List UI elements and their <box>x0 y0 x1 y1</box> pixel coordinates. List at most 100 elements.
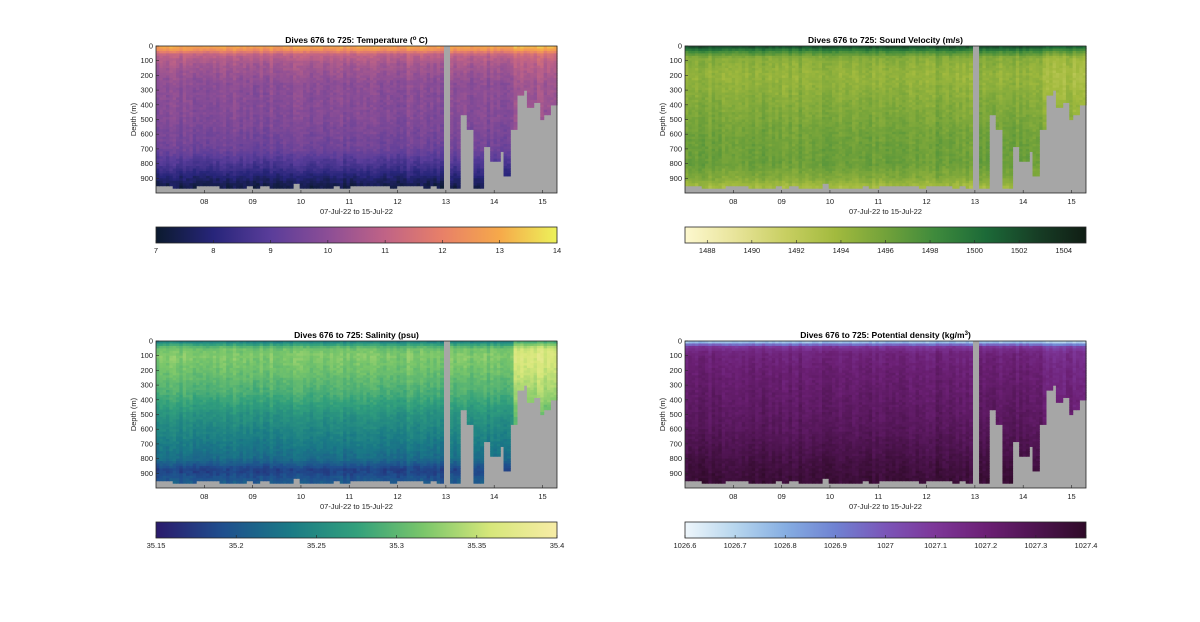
heatmap-cell <box>252 180 257 184</box>
heatmap-cell <box>169 163 174 167</box>
heatmap-cell <box>242 185 247 189</box>
heatmap-cell <box>326 60 331 64</box>
heatmap-cell <box>316 107 321 111</box>
heatmap-cell <box>353 109 358 113</box>
heatmap-cell <box>196 48 201 52</box>
heatmap-cell <box>329 139 334 143</box>
heatmap-cell <box>359 139 364 143</box>
heatmap-cell <box>339 163 344 167</box>
heatmap-cell <box>232 173 237 177</box>
heatmap-cell <box>196 75 201 79</box>
heatmap-cell <box>306 85 311 89</box>
heatmap-cell <box>293 68 297 72</box>
heatmap-cell <box>246 151 251 155</box>
heatmap-cell <box>162 180 167 184</box>
heatmap-cell <box>303 168 307 172</box>
heatmap-cell <box>202 50 207 54</box>
heatmap-cell <box>336 65 341 69</box>
heatmap-cell <box>172 55 177 59</box>
heatmap-cell <box>172 156 177 160</box>
heatmap-cell <box>239 163 244 167</box>
heatmap-cell <box>252 50 257 54</box>
heatmap-cell <box>329 95 334 99</box>
heatmap-cell <box>246 126 251 130</box>
heatmap-cell <box>266 102 271 106</box>
heatmap-cell <box>219 126 224 130</box>
heatmap-cell <box>259 70 264 74</box>
heatmap-cell <box>286 65 291 69</box>
heatmap-cell <box>262 58 267 62</box>
heatmap-cell <box>296 141 301 145</box>
heatmap-cell <box>369 104 374 108</box>
heatmap-cell <box>296 90 301 94</box>
heatmap-cell <box>309 63 314 67</box>
heatmap-cell <box>289 77 294 81</box>
heatmap-cell <box>349 126 354 130</box>
heatmap-cell <box>179 119 184 123</box>
heatmap-cell <box>323 102 328 106</box>
heatmap-cell <box>239 146 244 150</box>
heatmap-cell <box>219 85 224 89</box>
heatmap-cell <box>249 48 254 52</box>
heatmap-cell <box>252 55 257 59</box>
heatmap-cell <box>156 168 160 172</box>
heatmap-cell <box>289 166 294 170</box>
heatmap-cell <box>309 175 314 179</box>
heatmap-cell <box>299 183 304 187</box>
heatmap-cell <box>329 175 334 179</box>
heatmap-cell <box>369 50 374 54</box>
heatmap-cell <box>306 141 311 145</box>
heatmap-cell <box>222 134 227 138</box>
heatmap-cell <box>319 104 324 108</box>
heatmap-cell <box>266 63 271 67</box>
heatmap-cell <box>379 70 384 74</box>
heatmap-cell <box>209 173 214 177</box>
heatmap-cell <box>272 50 277 54</box>
heatmap-cell <box>206 134 211 138</box>
heatmap-cell <box>172 50 177 54</box>
heatmap-cell <box>156 136 160 140</box>
heatmap-cell <box>186 50 191 54</box>
heatmap-cell <box>209 178 214 182</box>
heatmap-cell <box>276 141 281 145</box>
heatmap-cell <box>276 92 281 96</box>
heatmap-cell <box>172 82 177 86</box>
heatmap-cell <box>346 104 351 108</box>
heatmap-cell <box>249 136 254 140</box>
heatmap-cell <box>196 126 201 130</box>
heatmap-cell <box>192 82 197 86</box>
heatmap-cell <box>239 126 244 130</box>
heatmap-cell <box>343 136 348 140</box>
heatmap-cell <box>196 168 201 172</box>
heatmap-cell <box>282 60 287 64</box>
heatmap-cell <box>336 183 341 187</box>
heatmap-cell <box>286 90 291 94</box>
heatmap-cell <box>339 175 344 179</box>
heatmap-cell <box>299 112 304 116</box>
heatmap-cell <box>159 175 164 179</box>
heatmap-cell <box>279 68 284 72</box>
heatmap-cell <box>326 95 331 99</box>
heatmap-cell <box>202 175 207 179</box>
heatmap-cell <box>179 82 184 86</box>
heatmap-cell <box>323 53 328 57</box>
heatmap-cell <box>356 158 361 162</box>
heatmap-cell <box>236 144 241 148</box>
heatmap-cell <box>219 158 224 162</box>
heatmap-cell <box>333 95 338 99</box>
heatmap-cell <box>299 82 304 86</box>
heatmap-cell <box>219 53 224 57</box>
heatmap-cell <box>229 65 234 69</box>
heatmap-cell <box>222 90 227 94</box>
heatmap-cell <box>229 146 234 150</box>
heatmap-cell <box>359 97 364 101</box>
heatmap-cell <box>333 180 338 184</box>
heatmap-cell <box>279 63 284 67</box>
heatmap-cell <box>333 107 338 111</box>
heatmap-cell <box>232 85 237 89</box>
heatmap-cell <box>299 114 304 118</box>
heatmap-cell <box>176 144 180 148</box>
heatmap-cell <box>309 163 314 167</box>
heatmap-cell <box>343 121 348 125</box>
heatmap-cell <box>333 117 338 121</box>
